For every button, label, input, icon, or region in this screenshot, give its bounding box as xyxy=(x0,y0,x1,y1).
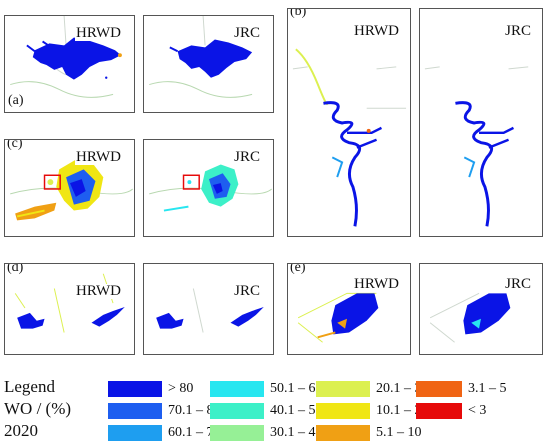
legend-label: 3.1 – 5 xyxy=(468,381,507,396)
panel-title-hrwd: HRWD xyxy=(353,276,400,292)
reservoir-shape xyxy=(331,293,379,335)
lake-shape xyxy=(177,39,253,78)
panel-title-jrc: JRC xyxy=(233,25,261,41)
panel-title-jrc: JRC xyxy=(504,276,532,292)
legend-swatch xyxy=(416,381,462,397)
legend-swatch xyxy=(210,425,264,441)
water-map-e-hrwd xyxy=(297,292,379,343)
reservoir-shape xyxy=(91,307,125,327)
lake-shape xyxy=(32,37,121,80)
water-map-b-jrc xyxy=(424,66,529,227)
panel-title-hrwd: HRWD xyxy=(353,23,400,39)
legend-label: 30.1 – 40 xyxy=(270,425,323,440)
river-channel xyxy=(323,101,362,227)
panel-label: (a) xyxy=(7,93,25,108)
water-map-c-hrwd xyxy=(10,159,134,221)
legend-label: > 80 xyxy=(168,381,194,396)
panel-title-hrwd: HRWD xyxy=(75,283,122,299)
water-map-d-jrc xyxy=(156,288,264,333)
legend-swatch xyxy=(108,381,162,397)
panel-c-hrwd: (c) HRWD xyxy=(4,139,135,237)
panel-e-jrc: JRC xyxy=(419,263,543,355)
water-map-c-jrc xyxy=(149,164,273,212)
legend-label: < 3 xyxy=(468,403,487,418)
panel-d-hrwd: (d) HRWD xyxy=(4,263,135,355)
panel-label: (b) xyxy=(289,9,308,19)
river-channel xyxy=(455,101,494,227)
panel-label: (e) xyxy=(289,263,307,275)
legend-label: 5.1 – 10 xyxy=(376,425,422,440)
highlight-box xyxy=(43,174,61,190)
legend-label: 60.1 – 70 xyxy=(168,425,221,440)
legend-unit: WO / (%) xyxy=(4,399,72,418)
panel-a-jrc: JRC xyxy=(143,15,274,113)
panel-label: (c) xyxy=(6,139,24,151)
water-map-d-hrwd xyxy=(14,273,125,333)
water-map-a-hrwd xyxy=(10,16,122,98)
legend-swatch xyxy=(316,381,370,397)
legend-swatch xyxy=(108,425,162,441)
panel-title-jrc: JRC xyxy=(504,23,532,39)
water-map-b-hrwd xyxy=(292,48,407,227)
panel-d-jrc: JRC xyxy=(143,263,274,355)
panel-title-jrc: JRC xyxy=(233,283,261,299)
panel-title-hrwd: HRWD xyxy=(75,25,122,41)
highlight-box xyxy=(182,174,200,190)
panel-title-hrwd: HRWD xyxy=(75,149,122,165)
panel-b-hrwd: (b) HRWD xyxy=(287,8,411,237)
reservoir-shape xyxy=(230,307,264,327)
reservoir-shape xyxy=(17,312,45,329)
legend-swatch xyxy=(316,403,370,419)
legend-label: 20.1 – 30 xyxy=(376,381,429,396)
legend-label: 50.1 – 60 xyxy=(270,381,323,396)
legend-label: 10.1 – 20 xyxy=(376,403,429,418)
panel-a-hrwd: (a) HRWD xyxy=(4,15,135,113)
legend-label: 70.1 – 80 xyxy=(168,403,221,418)
legend-swatch xyxy=(210,381,264,397)
water-map-a-jrc xyxy=(149,16,253,98)
legend-swatch xyxy=(416,403,462,419)
panel-title-jrc: JRC xyxy=(233,149,261,165)
panel-b-jrc: JRC xyxy=(419,8,543,237)
legend-heading: Legend xyxy=(4,377,55,396)
reservoir-shape xyxy=(463,293,511,335)
legend-label: 40.1 – 50 xyxy=(270,403,323,418)
water-map-e-jrc xyxy=(429,292,511,343)
panel-label: (d) xyxy=(6,263,25,275)
legend-swatch xyxy=(210,403,264,419)
legend-swatch xyxy=(108,403,162,419)
legend-year: 2020 xyxy=(4,421,38,440)
panel-c-jrc: JRC xyxy=(143,139,274,237)
panel-e-hrwd: (e) HRWD xyxy=(287,263,411,355)
reservoir-shape xyxy=(156,312,184,329)
legend-swatch xyxy=(316,425,370,441)
